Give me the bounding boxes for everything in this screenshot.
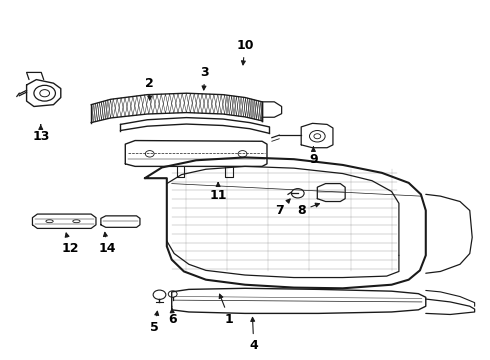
Text: 11: 11: [209, 183, 227, 202]
Text: 14: 14: [98, 233, 116, 255]
Text: 5: 5: [150, 311, 159, 334]
Text: 9: 9: [309, 147, 318, 166]
Text: 4: 4: [249, 318, 258, 352]
Text: 3: 3: [200, 66, 209, 90]
Text: 1: 1: [219, 294, 234, 326]
Text: 7: 7: [275, 199, 290, 217]
Text: 10: 10: [236, 39, 254, 65]
Text: 13: 13: [32, 125, 49, 144]
Text: 12: 12: [61, 233, 79, 255]
Text: 6: 6: [169, 308, 177, 327]
Text: 2: 2: [146, 77, 154, 100]
Text: 8: 8: [297, 203, 319, 217]
